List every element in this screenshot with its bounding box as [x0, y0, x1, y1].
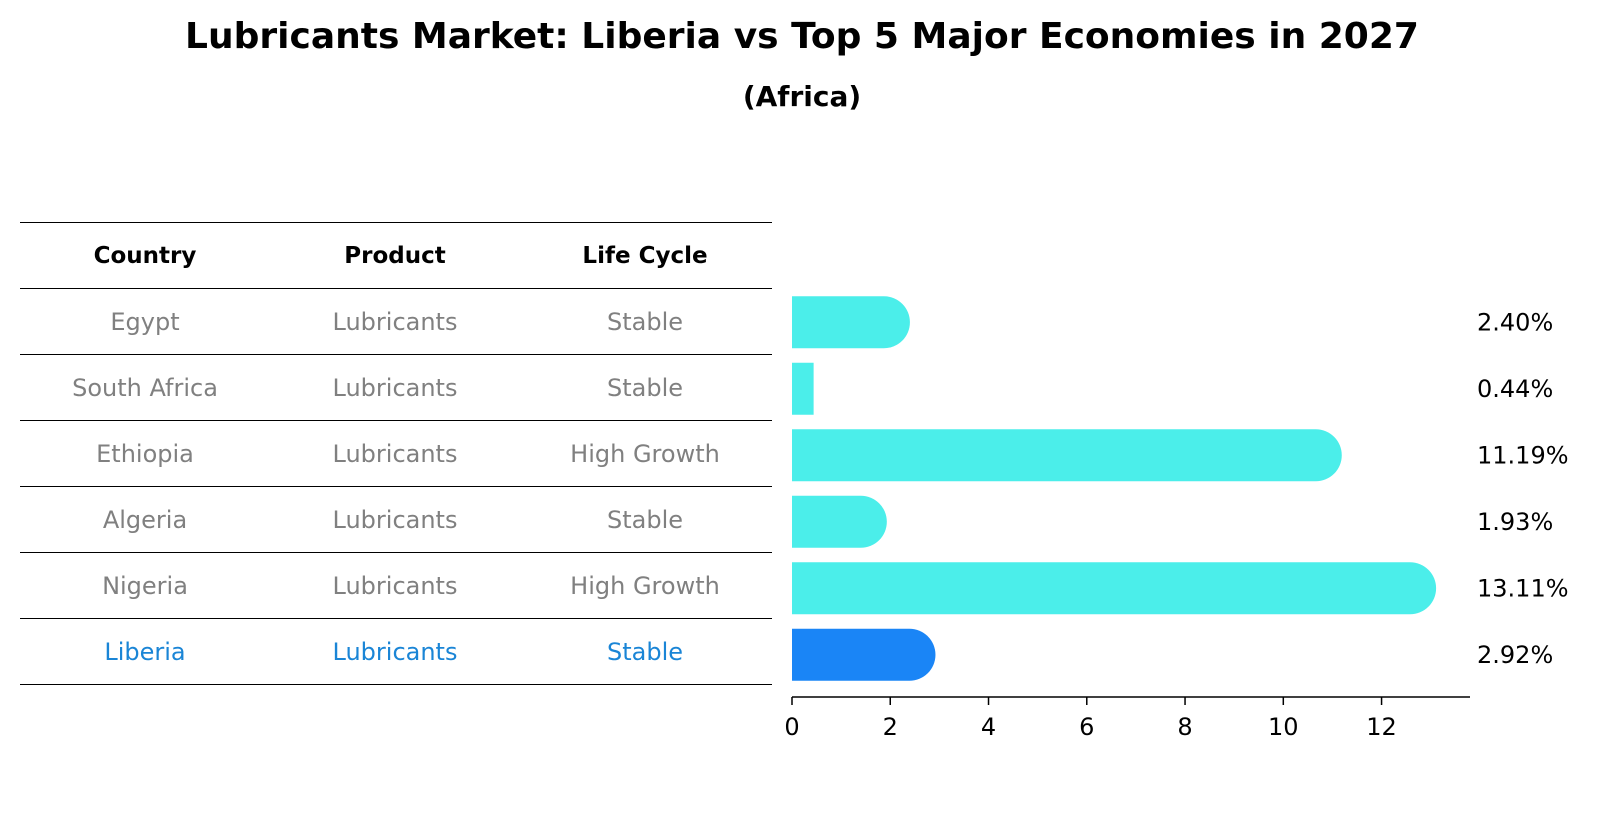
- country-cell: Nigeria: [102, 571, 188, 600]
- life-cycle-cell: High Growth: [570, 439, 720, 468]
- product-cell: Lubricants: [332, 373, 458, 402]
- bar-liberia: [792, 628, 936, 681]
- value-label: 13.11%: [1477, 574, 1569, 602]
- table-row: Ethiopia Lubricants High Growth: [20, 421, 772, 487]
- life-cycle-cell: Stable: [606, 307, 684, 336]
- bar-egypt: [792, 296, 910, 349]
- life-cycle-cell: Stable: [606, 505, 684, 534]
- x-tick-label: 12: [1366, 713, 1397, 741]
- bar-nigeria: [792, 562, 1437, 615]
- bar-ethiopia: [792, 429, 1342, 482]
- chart-subtitle: (Africa): [742, 80, 862, 113]
- x-tick-label: 6: [1079, 713, 1094, 741]
- table-row: South Africa Lubricants Stable: [20, 355, 772, 421]
- life-cycle-cell: Stable: [606, 637, 684, 666]
- table-row: Nigeria Lubricants High Growth: [20, 553, 772, 619]
- life-cycle-cell: High Growth: [570, 571, 720, 600]
- x-tick-label: 8: [1177, 713, 1192, 741]
- country-cell: South Africa: [72, 373, 218, 402]
- product-cell: Lubricants: [332, 307, 458, 336]
- value-label: 0.44%: [1477, 375, 1553, 403]
- header-product: Product: [344, 242, 446, 269]
- x-tick-label: 2: [883, 713, 898, 741]
- table-header-row: Country Product Life Cycle: [20, 223, 772, 289]
- product-cell: Lubricants: [332, 571, 458, 600]
- x-tick-label: 4: [981, 713, 996, 741]
- country-cell: Algeria: [102, 505, 188, 534]
- country-cell: Ethiopia: [96, 439, 194, 468]
- value-label: 11.19%: [1477, 441, 1569, 469]
- header-life-cycle: Life Cycle: [582, 242, 708, 269]
- value-label: 1.93%: [1477, 508, 1553, 536]
- product-cell: Lubricants: [332, 439, 458, 468]
- value-label: 2.92%: [1477, 641, 1553, 669]
- product-cell: Lubricants: [332, 505, 458, 534]
- country-cell: Egypt: [110, 307, 180, 336]
- bar-south-africa: [792, 362, 814, 415]
- x-tick-label: 10: [1268, 713, 1299, 741]
- value-label: 2.40%: [1477, 308, 1553, 336]
- life-cycle-cell: Stable: [606, 373, 684, 402]
- bar-algeria: [792, 495, 887, 548]
- product-cell: Lubricants: [332, 637, 458, 666]
- info-table: Country Product Life Cycle Egypt Lubrica…: [20, 222, 772, 685]
- chart-title: Lubricants Market: Liberia vs Top 5 Majo…: [185, 16, 1419, 57]
- table-row-highlight: Liberia Lubricants Stable: [20, 619, 772, 685]
- x-tick-label: 0: [784, 713, 799, 741]
- country-cell: Liberia: [104, 637, 186, 666]
- table-row: Algeria Lubricants Stable: [20, 487, 772, 553]
- header-country: Country: [93, 242, 197, 269]
- table-row: Egypt Lubricants Stable: [20, 289, 772, 355]
